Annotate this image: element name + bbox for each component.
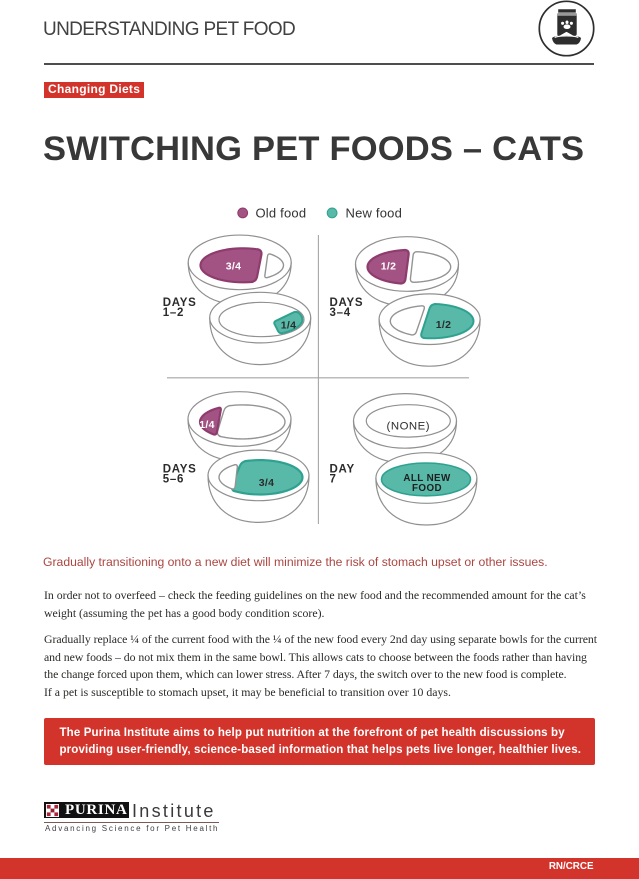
svg-text:ALL NEW: ALL NEW	[403, 473, 451, 484]
svg-text:DAY: DAY	[330, 463, 355, 475]
svg-text:FOOD: FOOD	[412, 483, 442, 494]
svg-text:1/4: 1/4	[281, 320, 297, 332]
svg-text:(NONE): (NONE)	[387, 420, 431, 432]
svg-text:DAYS: DAYS	[330, 297, 364, 309]
svg-text:1/2: 1/2	[436, 319, 452, 331]
svg-text:DAYS: DAYS	[163, 297, 197, 309]
svg-text:1/4: 1/4	[199, 419, 215, 431]
svg-text:Old food: Old food	[256, 205, 307, 220]
svg-text:1–2: 1–2	[163, 307, 184, 319]
svg-text:3–4: 3–4	[330, 307, 351, 319]
svg-text:New food: New food	[346, 205, 403, 220]
svg-text:3/4: 3/4	[259, 477, 275, 489]
svg-text:3/4: 3/4	[226, 261, 242, 273]
svg-text:5–6: 5–6	[163, 473, 184, 485]
svg-text:DAYS: DAYS	[163, 463, 197, 475]
svg-text:1/2: 1/2	[381, 261, 397, 273]
svg-text:7: 7	[330, 473, 337, 485]
